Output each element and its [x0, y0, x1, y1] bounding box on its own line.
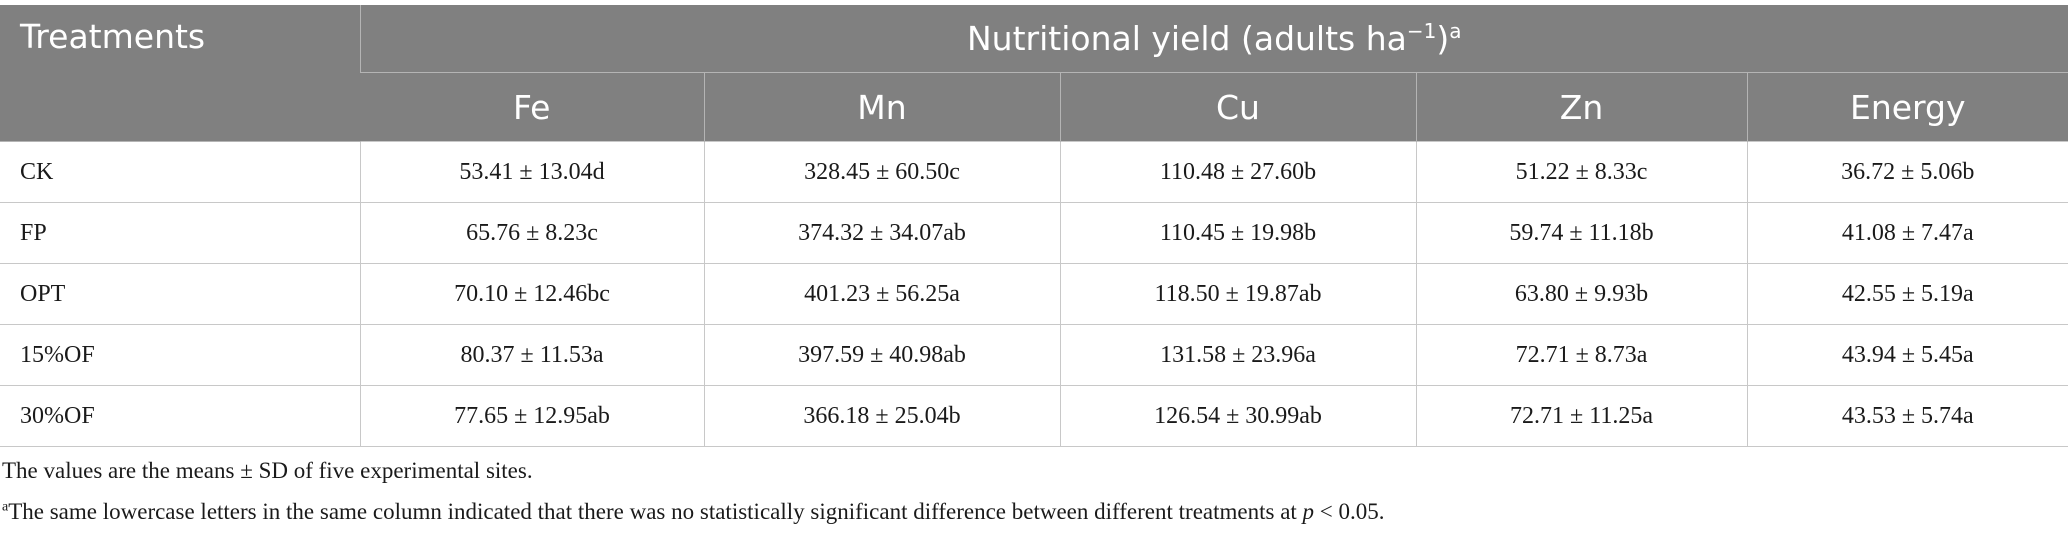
table-cell: 51.22 ± 8.33c: [1415, 141, 1748, 203]
header-treatments: Treatments: [0, 5, 360, 142]
footnote-values: The values are the means ± SD of five ex…: [2, 458, 533, 483]
footnote-mark: a: [2, 499, 9, 515]
header-group-exponent: −1: [1406, 19, 1437, 43]
table-cell: 53.41 ± 13.04d: [359, 141, 705, 203]
table-cell: 110.48 ± 27.60b: [1059, 141, 1417, 203]
table-cell: 43.94 ± 5.45a: [1746, 324, 2068, 386]
table-cell: 366.18 ± 25.04b: [703, 385, 1061, 447]
table-header: Treatments Nutritional yield (adults ha−…: [0, 5, 2068, 142]
header-energy: Energy: [1746, 72, 2068, 142]
header-fe: Fe: [360, 72, 704, 142]
footnote-threshold: < 0.05.: [1314, 499, 1385, 524]
table-cell: 110.45 ± 19.98b: [1059, 202, 1417, 264]
table-cell: 328.45 ± 60.50c: [703, 141, 1061, 203]
table-body: CK 53.41 ± 13.04d 328.45 ± 60.50c 110.48…: [0, 141, 2068, 447]
footnote-p-symbol: p: [1302, 499, 1315, 524]
nutritional-yield-table: Treatments Nutritional yield (adults ha−…: [0, 5, 2068, 447]
table-cell: 72.71 ± 8.73a: [1415, 324, 1748, 386]
header-group-title: Nutritional yield (adults ha: [967, 19, 1407, 58]
table-cell: 374.32 ± 34.07ab: [703, 202, 1061, 264]
table-row: FP 65.76 ± 8.23c 374.32 ± 34.07ab 110.45…: [0, 202, 2068, 264]
table-cell: 126.54 ± 30.99ab: [1059, 385, 1417, 447]
header-nutritional-yield: Nutritional yield (adults ha−1)a: [359, 5, 2068, 73]
table-cell: 42.55 ± 5.19a: [1746, 263, 2068, 325]
row-label: 15%OF: [0, 324, 361, 386]
table-cell: 63.80 ± 9.93b: [1415, 263, 1748, 325]
header-group-footnote-mark: a: [1449, 19, 1462, 43]
table-cell: 43.53 ± 5.74a: [1746, 385, 2068, 447]
table-cell: 401.23 ± 56.25a: [703, 263, 1061, 325]
header-group-close: ): [1436, 19, 1450, 58]
table-container: Treatments Nutritional yield (adults ha−…: [0, 5, 2068, 447]
table-row: OPT 70.10 ± 12.46bc 401.23 ± 56.25a 118.…: [0, 263, 2068, 325]
table-cell: 70.10 ± 12.46bc: [359, 263, 705, 325]
table-cell: 41.08 ± 7.47a: [1746, 202, 2068, 264]
header-zn: Zn: [1415, 72, 1747, 142]
table-cell: 36.72 ± 5.06b: [1746, 141, 2068, 203]
row-label: 30%OF: [0, 385, 361, 447]
header-mn: Mn: [703, 72, 1060, 142]
row-label: OPT: [0, 263, 361, 325]
row-label: FP: [0, 202, 361, 264]
table-cell: 65.76 ± 8.23c: [359, 202, 705, 264]
table-cell: 59.74 ± 11.18b: [1415, 202, 1748, 264]
table-row: 15%OF 80.37 ± 11.53a 397.59 ± 40.98ab 13…: [0, 324, 2068, 386]
header-cu: Cu: [1059, 72, 1416, 142]
table-row: 30%OF 77.65 ± 12.95ab 366.18 ± 25.04b 12…: [0, 385, 2068, 447]
footnote-significance: aThe same lowercase letters in the same …: [0, 499, 1385, 525]
footnote-text: The same lowercase letters in the same c…: [8, 499, 1303, 524]
table-cell: 118.50 ± 19.87ab: [1059, 263, 1417, 325]
table-cell: 131.58 ± 23.96a: [1059, 324, 1417, 386]
row-label: CK: [0, 141, 361, 203]
table-cell: 80.37 ± 11.53a: [359, 324, 705, 386]
table-cell: 72.71 ± 11.25a: [1415, 385, 1748, 447]
table-cell: 397.59 ± 40.98ab: [703, 324, 1061, 386]
table-row: CK 53.41 ± 13.04d 328.45 ± 60.50c 110.48…: [0, 141, 2068, 203]
table-cell: 77.65 ± 12.95ab: [359, 385, 705, 447]
